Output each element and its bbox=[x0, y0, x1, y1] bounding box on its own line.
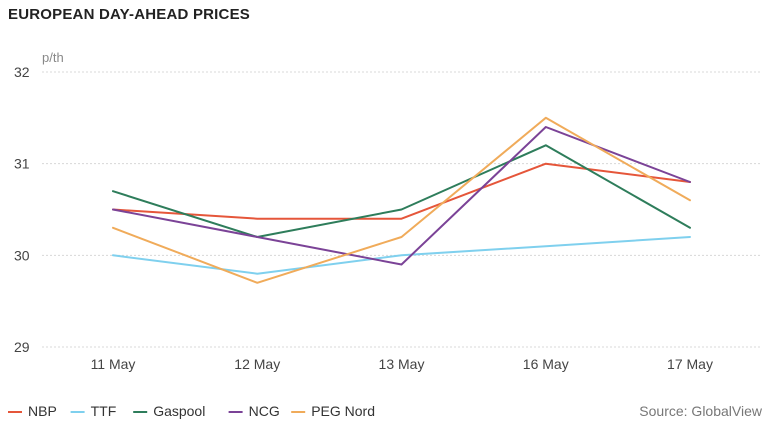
legend-label-ttf: TTF bbox=[91, 403, 117, 419]
series-lines bbox=[112, 116, 691, 284]
x-axis-ticks: 11 May 12 May 13 May 16 May 17 May bbox=[91, 356, 713, 372]
series-line-ncg bbox=[112, 126, 691, 266]
legend-label-nbp: NBP bbox=[28, 403, 57, 419]
x-tick-label: 11 May bbox=[91, 356, 136, 372]
y-axis-unit-label: p/th bbox=[42, 50, 64, 65]
series-line-ttf bbox=[112, 236, 691, 275]
legend-label-ncg: NCG bbox=[249, 403, 280, 419]
y-tick-label: 30 bbox=[14, 247, 30, 263]
series-line-gaspool bbox=[112, 144, 691, 238]
x-tick-label: 13 May bbox=[379, 356, 425, 372]
x-tick-label: 12 May bbox=[234, 356, 280, 372]
legend: NBP TTF Gaspool NCG PEG Nord bbox=[8, 403, 375, 419]
y-axis-ticks: 29 30 31 32 bbox=[14, 64, 30, 355]
legend-label-gaspool: Gaspool bbox=[153, 403, 205, 419]
chart-title: EUROPEAN DAY-AHEAD PRICES bbox=[8, 6, 250, 23]
y-tick-label: 29 bbox=[14, 339, 30, 355]
x-tick-label: 16 May bbox=[523, 356, 569, 372]
series-line-peg-nord bbox=[112, 116, 691, 284]
x-tick-label: 17 May bbox=[667, 356, 713, 372]
legend-label-peg-nord: PEG Nord bbox=[311, 403, 375, 419]
y-tick-label: 32 bbox=[14, 64, 30, 80]
y-tick-label: 31 bbox=[14, 156, 30, 172]
series-line-nbp bbox=[112, 162, 691, 220]
source-label: Source: GlobalView bbox=[639, 403, 763, 419]
